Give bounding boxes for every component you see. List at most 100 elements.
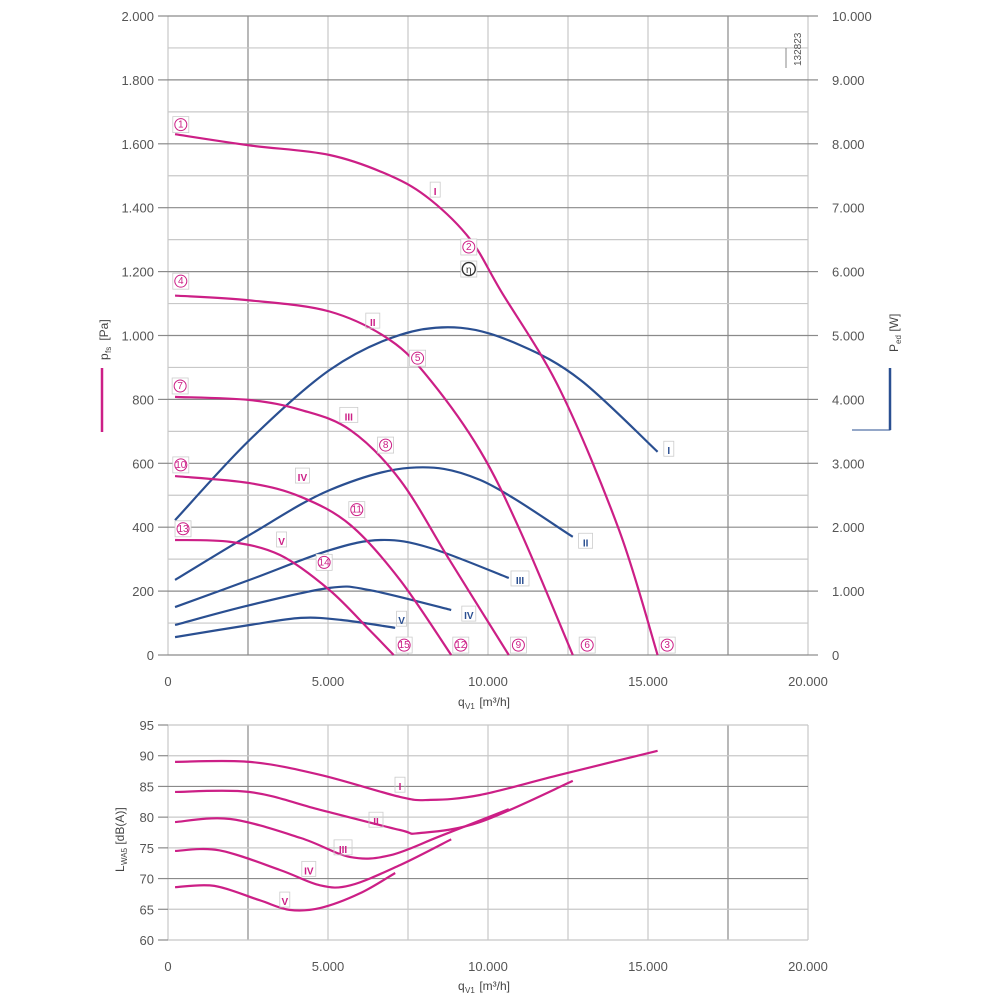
y-tick-label: 1.400 (121, 201, 154, 216)
x-tick-label: 10.000 (468, 674, 508, 689)
operating-point-circle (511, 638, 525, 652)
top-grid: 02004006008001.0001.2001.4001.6001.8002.… (121, 9, 871, 689)
power-curve-V (174, 616, 396, 639)
power-curve-label-V: V (398, 616, 405, 627)
x-tick-label: 10.000 (468, 959, 508, 974)
y-tick-label: 800 (132, 392, 154, 407)
operating-point-15: 15 (399, 640, 411, 651)
operating-point-circle (462, 240, 476, 254)
power-curve-label-I: I (667, 446, 670, 457)
design-point-eta: η (466, 265, 472, 276)
sound-curve-label-I: I (399, 782, 402, 793)
y-tick-label: 70 (140, 872, 154, 887)
y2-tick-label: 3.000 (832, 456, 865, 471)
y2-tick-label: 6.000 (832, 265, 865, 280)
y-axis-title-main: p (97, 353, 111, 360)
sound-curve-II (175, 779, 574, 835)
pressure-curve-label-III-box (339, 406, 359, 423)
pressure-curve-label-II: II (370, 318, 376, 329)
sound-curve-label-V: V (281, 897, 288, 908)
pressure-curve-label-I-box (429, 181, 441, 198)
y-tick-label: 80 (140, 810, 154, 825)
power-curve-label-IV-box (461, 605, 477, 622)
operating-point-circle (317, 555, 331, 569)
y2-tick-label: 8.000 (832, 137, 865, 152)
x-tick-label: 0 (164, 674, 171, 689)
x-axis-title-top: q V1 [m³/h] (458, 695, 510, 711)
pressure-curve-II (174, 294, 574, 656)
sound-axis-title-sub: WA5 (120, 847, 129, 865)
power-curve-label-II: II (583, 538, 589, 549)
operating-point-circle (411, 351, 425, 365)
y2-axis-title-unit: [W] (887, 314, 901, 335)
x-tick-label: 15.000 (628, 674, 668, 689)
y-tick-label: 60 (140, 933, 154, 948)
x-axis-title-bottom: q V1 [m³/h] (458, 979, 510, 995)
sound-curve-label-IV: IV (304, 866, 314, 877)
operating-point-circle (173, 379, 187, 393)
x-tick-label: 20.000 (788, 674, 828, 689)
y-tick-label: 400 (132, 520, 154, 535)
pressure-curve-IV (174, 474, 453, 656)
operating-point-circle (397, 638, 411, 652)
y-tick-label: 95 (140, 718, 154, 733)
y2-tick-label: 9.000 (832, 73, 865, 88)
bottom-grid: 0 5.000 10.000 15.000 20.000 60 65 70 75 80 85 90 95 (140, 718, 828, 974)
y2-tick-label: 0 (832, 648, 839, 663)
y2-tick-label: 1.000 (832, 584, 865, 599)
operating-point-11: 11 (352, 505, 363, 516)
pressure-curve-label-V: V (278, 537, 285, 548)
drawing-number-text: 132823 (793, 32, 804, 66)
y-tick-label: 200 (132, 584, 154, 599)
sound-curve-IV (174, 838, 452, 889)
power-curve-label-IV: IV (464, 611, 474, 622)
power-curve-I (174, 326, 659, 521)
operating-point-circle (174, 458, 188, 472)
operating-point-14: 14 (319, 557, 331, 568)
power-curve-label-III-box (510, 570, 530, 587)
pressure-curve-label-I: I (434, 187, 437, 198)
y-tick-label: 1.200 (121, 265, 154, 280)
power-curve-label-II-box (578, 532, 593, 549)
power-curve-IV (174, 585, 452, 627)
chart-marks: IIIIIIIVVIIIIIIIVV123456789101112131415η… (171, 116, 676, 912)
x-axis-title-unit: [m³/h] (476, 695, 510, 709)
operating-point-10: 10 (175, 460, 187, 471)
operating-point-4: 4 (178, 276, 184, 287)
sound-axis-title-main: L (113, 865, 127, 872)
operating-point-circle (580, 638, 594, 652)
operating-point-circle (174, 118, 188, 132)
pressure-curve-label-IV: IV (298, 473, 308, 484)
y-tick-label: 0 (147, 648, 154, 663)
x-tick-label: 15.000 (628, 959, 668, 974)
operating-point-3: 3 (664, 640, 670, 651)
sound-curve-label-II-box (368, 811, 384, 828)
y-axis-title-sub: fs (104, 347, 113, 353)
operating-point-circle (350, 503, 364, 517)
y-tick-label: 1.600 (121, 137, 154, 152)
sound-curve-label-I-box (394, 776, 406, 793)
pressure-curve-label-II-box (365, 312, 381, 329)
y-axis-title-unit: [Pa] (97, 319, 111, 344)
sound-curve-label-IV-box (301, 860, 317, 877)
y-tick-label: 2.000 (121, 9, 154, 24)
sound-curve-label-V-box (279, 891, 291, 908)
x-tick-label: 5.000 (312, 959, 345, 974)
y2-tick-label: 7.000 (832, 201, 865, 216)
x-axis-title-main-bottom: q (458, 979, 465, 993)
design-point-box (460, 260, 478, 278)
power-curve-label-V-box (396, 610, 408, 627)
pressure-curve-label-III: III (345, 412, 354, 423)
drawing-number: 132823 (785, 32, 804, 68)
y-tick-label: 75 (140, 841, 154, 856)
operating-point-circle (176, 522, 190, 536)
sound-curve-label-III-box (333, 839, 353, 856)
sound-curve-label-II: II (373, 817, 379, 828)
y-tick-label: 1.800 (121, 73, 154, 88)
y-tick-label: 85 (140, 779, 154, 794)
operating-point-6: 6 (584, 640, 590, 651)
x-tick-label: 5.000 (312, 674, 345, 689)
y-tick-label: 65 (140, 902, 154, 917)
sound-axis-title-unit: [dB(A)] (113, 807, 127, 848)
